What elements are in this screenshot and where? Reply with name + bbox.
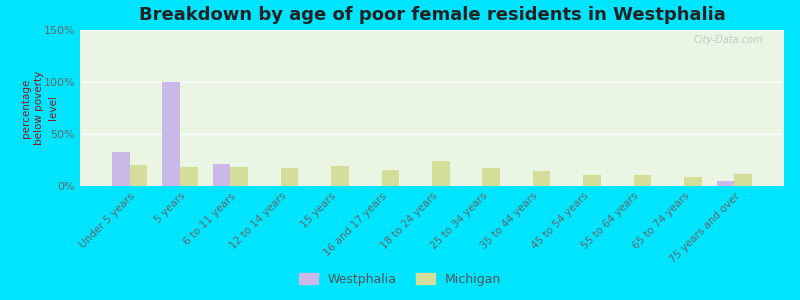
- Legend: Westphalia, Michigan: Westphalia, Michigan: [294, 268, 506, 291]
- Text: City-Data.com: City-Data.com: [694, 35, 763, 45]
- Bar: [684, 177, 702, 186]
- Bar: [432, 161, 450, 186]
- Bar: [634, 175, 651, 186]
- Bar: [213, 164, 230, 186]
- Bar: [180, 167, 198, 186]
- Bar: [482, 168, 500, 186]
- Bar: [734, 173, 752, 186]
- Y-axis label: percentage
below poverty
level: percentage below poverty level: [21, 71, 58, 145]
- Bar: [331, 166, 349, 186]
- Bar: [382, 170, 399, 186]
- Bar: [533, 171, 550, 186]
- Bar: [281, 168, 298, 186]
- Bar: [162, 82, 180, 186]
- Bar: [230, 167, 248, 186]
- Title: Breakdown by age of poor female residents in Westphalia: Breakdown by age of poor female resident…: [138, 6, 726, 24]
- Bar: [112, 152, 130, 186]
- Bar: [717, 181, 734, 186]
- Bar: [583, 175, 601, 186]
- Bar: [130, 165, 147, 186]
